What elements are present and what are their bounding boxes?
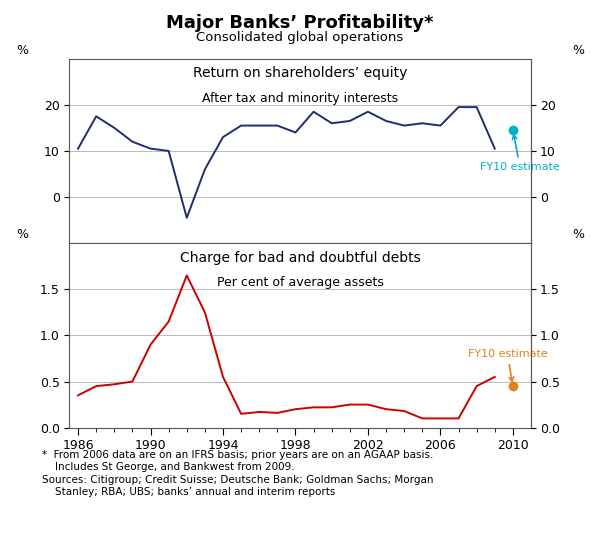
Text: After tax and minority interests: After tax and minority interests [202, 92, 398, 105]
Text: %: % [572, 228, 584, 241]
Text: %: % [572, 44, 584, 57]
Text: %: % [16, 44, 28, 57]
Text: *  From 2006 data are on an IFRS basis; prior years are on an AGAAP basis.: * From 2006 data are on an IFRS basis; p… [42, 450, 433, 460]
Text: Return on shareholders’ equity: Return on shareholders’ equity [193, 66, 407, 80]
Text: Stanley; RBA; UBS; banks’ annual and interim reports: Stanley; RBA; UBS; banks’ annual and int… [42, 487, 335, 497]
Text: Major Banks’ Profitability*: Major Banks’ Profitability* [166, 14, 434, 32]
Text: %: % [16, 228, 28, 241]
Text: Charge for bad and doubtful debts: Charge for bad and doubtful debts [179, 250, 421, 264]
Text: FY10 estimate: FY10 estimate [467, 349, 547, 382]
Text: Includes St George, and Bankwest from 2009.: Includes St George, and Bankwest from 20… [42, 462, 295, 472]
Text: Consolidated global operations: Consolidated global operations [196, 31, 404, 44]
Text: Per cent of average assets: Per cent of average assets [217, 276, 383, 290]
Text: FY10 estimate: FY10 estimate [480, 135, 560, 173]
Text: Sources: Citigroup; Credit Suisse; Deutsche Bank; Goldman Sachs; Morgan: Sources: Citigroup; Credit Suisse; Deuts… [42, 475, 433, 485]
